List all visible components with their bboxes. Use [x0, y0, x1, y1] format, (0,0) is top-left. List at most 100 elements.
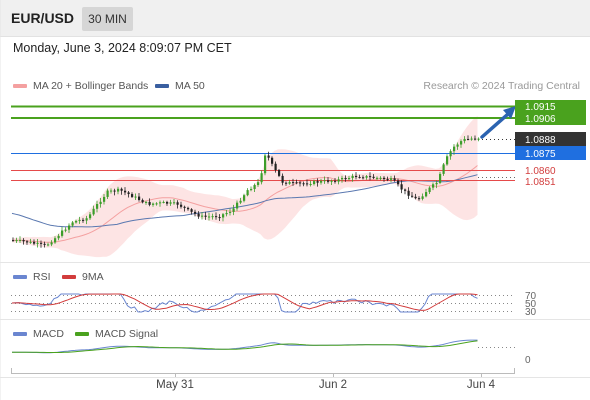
candle-body	[124, 190, 127, 193]
candle-body	[169, 202, 172, 204]
candle-body	[211, 216, 214, 218]
ma20-swatch	[13, 84, 27, 89]
candle-body	[194, 211, 197, 214]
candle-body	[323, 180, 326, 182]
candle-body	[131, 194, 134, 197]
candle-body	[12, 240, 15, 242]
candle-body	[337, 179, 340, 182]
candle-body	[85, 218, 88, 221]
candle-body	[288, 182, 291, 184]
candle-body	[180, 204, 183, 207]
candle-body	[299, 182, 302, 184]
price-tag-text: 1.0915	[525, 102, 556, 113]
price-tag-bg	[515, 112, 586, 125]
candle-body	[47, 244, 50, 246]
candle-body	[250, 189, 253, 191]
candle-body	[183, 206, 186, 208]
legend-macd-label: MACD	[33, 328, 64, 340]
candle-body	[267, 155, 270, 158]
candle-body	[358, 177, 361, 179]
legend-rsi-label: RSI	[33, 271, 51, 283]
legend-macd-signal: MACD Signal	[75, 328, 158, 340]
candle-body	[141, 199, 144, 203]
candle-body	[117, 188, 120, 192]
candle-body	[397, 180, 400, 185]
ma50-swatch	[155, 84, 169, 89]
price-tag-text: 1.0888	[525, 135, 556, 146]
candle-body	[120, 188, 123, 191]
candle-body	[302, 183, 305, 185]
candle-body	[418, 198, 421, 200]
candle-body	[341, 177, 344, 180]
candle-body	[365, 176, 368, 178]
candle-body	[376, 177, 379, 179]
legend-rsi-ma: 9MA	[62, 271, 104, 283]
support-label-2: 1.0851	[525, 177, 556, 188]
candle-body	[197, 213, 200, 217]
candle-body	[103, 196, 106, 202]
candle-body	[29, 241, 32, 243]
candle-body	[351, 175, 354, 179]
candle-body	[285, 182, 288, 184]
candle-body	[113, 190, 116, 192]
timeframe-button[interactable]: 30 MIN	[82, 7, 133, 31]
candle-body	[442, 164, 445, 174]
x-label-may31: May 31	[156, 379, 194, 391]
candle-body	[26, 241, 29, 243]
candle-body	[208, 216, 211, 218]
candle-body	[148, 201, 151, 205]
candle-body	[460, 141, 463, 145]
candle-body	[229, 211, 232, 213]
candle-body	[64, 229, 67, 231]
candle-body	[246, 190, 249, 196]
price-label-1.0915: 1.0915	[515, 100, 586, 113]
price-tag-text: 1.0875	[525, 149, 556, 160]
candle-body	[348, 178, 351, 180]
candle-body	[463, 138, 466, 142]
candle-body	[393, 178, 396, 181]
rsi-label-50: 50	[525, 299, 537, 310]
forecast-arrow	[480, 106, 516, 139]
candle-body	[36, 242, 39, 244]
candle-body	[320, 180, 323, 183]
legend-rsi: RSI	[13, 271, 51, 283]
candle-body	[313, 181, 316, 185]
candle-body	[281, 175, 284, 183]
candle-body	[372, 176, 375, 178]
candle-body	[386, 179, 389, 181]
symbol-label: EUR/USD	[11, 10, 75, 26]
legend-rsi-ma-label: 9MA	[82, 271, 104, 283]
candle-body	[369, 176, 372, 178]
candle-body	[446, 156, 449, 165]
candle-body	[407, 190, 410, 196]
candle-body	[162, 201, 165, 203]
candle-body	[204, 215, 207, 217]
candle-body	[421, 196, 424, 199]
candle-body	[264, 155, 267, 174]
candle-body	[187, 207, 190, 210]
candle-body	[61, 230, 64, 236]
candle-body	[330, 180, 333, 182]
candle-body	[344, 177, 347, 180]
legend-ma20: MA 20 + Bollinger Bands	[13, 80, 148, 92]
candle-body	[33, 241, 36, 244]
legend-ma20-label: MA 20 + Bollinger Bands	[33, 80, 149, 92]
candle-body	[271, 157, 274, 164]
candle-body	[225, 212, 228, 215]
rsi-swatch	[13, 275, 27, 280]
candle-body	[71, 222, 74, 226]
x-label-jun2: Jun 2	[319, 379, 347, 391]
candle-body	[467, 138, 470, 140]
candlestick-series	[12, 135, 480, 248]
candle-body	[411, 195, 414, 197]
candle-body	[201, 215, 204, 217]
ma50-line	[11, 174, 478, 228]
candle-body	[253, 185, 256, 190]
candle-body	[316, 181, 319, 183]
legend-macd-signal-label: MACD Signal	[95, 328, 159, 340]
research-credit: Research © 2024 Trading Central	[423, 80, 580, 92]
candle-body	[400, 184, 403, 190]
candle-body	[292, 182, 295, 184]
x-label-jun4: Jun 4	[467, 379, 496, 391]
